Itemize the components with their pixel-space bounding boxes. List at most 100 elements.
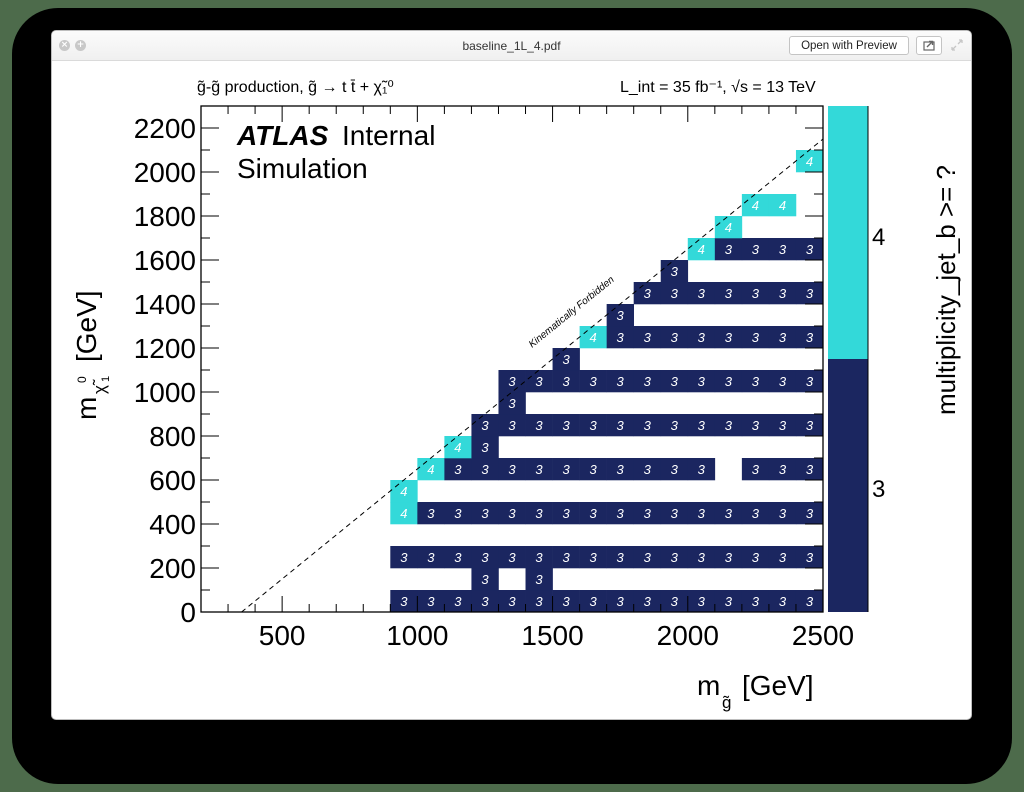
y-axis-title: m χ̃ 0 1 [GeV] [71, 290, 112, 420]
heatmap-cell [768, 414, 797, 437]
heatmap-cell [525, 502, 553, 525]
heatmap-cell [714, 590, 743, 613]
x-axis-title: m g̃ [GeV] [697, 670, 814, 712]
heatmap-cell [660, 546, 689, 569]
cell-value: 3 [698, 506, 706, 521]
y-tick-label: 1600 [134, 245, 196, 276]
heatmap-cell [633, 326, 662, 349]
heatmap-cell [741, 370, 770, 393]
heatmap-cell [795, 458, 824, 481]
heatmap-cell [498, 414, 526, 437]
cell-value: 3 [481, 572, 489, 587]
cell-value: 3 [508, 462, 516, 477]
heatmap-cell [606, 326, 634, 349]
cell-value: 3 [562, 462, 570, 477]
heatmap-cell [687, 238, 716, 261]
heatmap-cell [660, 370, 689, 393]
cell-value: 3 [644, 462, 652, 477]
heatmap-cell [660, 458, 689, 481]
heatmap-cell [552, 414, 580, 437]
svg-text:m: m [697, 670, 720, 701]
heatmap-cell [660, 502, 689, 525]
x-tick-label: 1500 [521, 620, 583, 651]
heatmap-cell [741, 238, 770, 261]
cell-value: 3 [562, 352, 570, 367]
heatmap-cell [579, 370, 607, 393]
cell-value: 3 [562, 594, 570, 609]
plot-frame [200, 105, 824, 613]
cell-value: 4 [752, 198, 759, 213]
x-tick-label: 1000 [386, 620, 448, 651]
cell-value: 3 [508, 374, 516, 389]
cell-value: 3 [671, 462, 679, 477]
cell-value: 3 [617, 506, 625, 521]
heatmap-cell [606, 590, 634, 613]
heatmap-cell [714, 238, 743, 261]
y-tick-label: 600 [149, 465, 196, 496]
cell-value: 3 [752, 506, 760, 521]
close-icon[interactable]: × [59, 40, 70, 51]
heatmap-cell [795, 546, 824, 569]
cell-value: 3 [725, 550, 733, 565]
heatmap-cell [633, 458, 662, 481]
window-title: baseline_1L_4.pdf [462, 39, 561, 53]
heatmap-cell [552, 546, 580, 569]
cell-value: 3 [698, 594, 706, 609]
cell-value: 3 [806, 374, 814, 389]
heatmap-cell [795, 238, 824, 261]
heatmap-cell [606, 502, 634, 525]
cell-value: 3 [400, 594, 408, 609]
heatmap-cell [633, 370, 662, 393]
cell-value: 3 [671, 374, 679, 389]
heatmap-cell [498, 546, 526, 569]
expand-icon[interactable] [950, 38, 964, 52]
share-button[interactable] [916, 36, 942, 55]
x-tick-label: 2000 [657, 620, 719, 651]
fullscreen-icon[interactable]: + [75, 40, 86, 51]
lumi-label: L_int = 35 fb⁻¹, √s = 13 TeV [620, 79, 816, 96]
cell-value: 3 [427, 550, 435, 565]
atlas-bold: ATLAS [236, 120, 329, 151]
heatmap-cell [687, 282, 716, 305]
heatmap-cell [660, 282, 689, 305]
heatmap-cell [741, 502, 770, 525]
cell-value: 3 [752, 330, 760, 345]
cell-value: 3 [454, 506, 462, 521]
cell-value: 3 [806, 594, 814, 609]
heatmap-cell [390, 502, 418, 525]
heatmap-cell [687, 502, 716, 525]
open-with-preview-button[interactable]: Open with Preview [789, 36, 909, 55]
cell-value: 3 [671, 330, 679, 345]
process-label: g̃-g̃ production, g̃ → t t̄ + χ̃₁⁰ [197, 79, 394, 96]
cell-value: 3 [535, 572, 543, 587]
cell-value: 4 [590, 330, 597, 345]
svg-text:m: m [71, 397, 102, 420]
cell-value: 4 [698, 242, 705, 257]
heatmap-cell [471, 568, 499, 591]
heatmap-cell [579, 458, 607, 481]
cell-value: 3 [562, 418, 570, 433]
heatmap-cell [471, 414, 499, 437]
cell-value: 3 [400, 550, 408, 565]
cell-value: 3 [617, 462, 625, 477]
cell-value: 3 [644, 330, 652, 345]
heatmap-cell [633, 502, 662, 525]
heatmap-cell [579, 546, 607, 569]
heatmap-cell [741, 326, 770, 349]
y-tick-label: 2000 [134, 157, 196, 188]
cell-value: 3 [806, 242, 814, 257]
y-tick-label: 800 [149, 421, 196, 452]
cell-value: 3 [617, 330, 625, 345]
cell-value: 3 [427, 506, 435, 521]
z-axis-title: multiplicity_jet_b >= ? [931, 165, 961, 415]
atlas-sub: Simulation [237, 153, 368, 184]
heatmap-cell [525, 458, 553, 481]
heatmap-cell [687, 458, 716, 481]
heatmap-cell [660, 326, 689, 349]
cell-value: 3 [752, 462, 760, 477]
palette-four [828, 106, 868, 359]
cell-value: 3 [752, 550, 760, 565]
cell-value: 3 [535, 462, 543, 477]
cell-value: 3 [806, 286, 814, 301]
heatmap-cell [579, 502, 607, 525]
